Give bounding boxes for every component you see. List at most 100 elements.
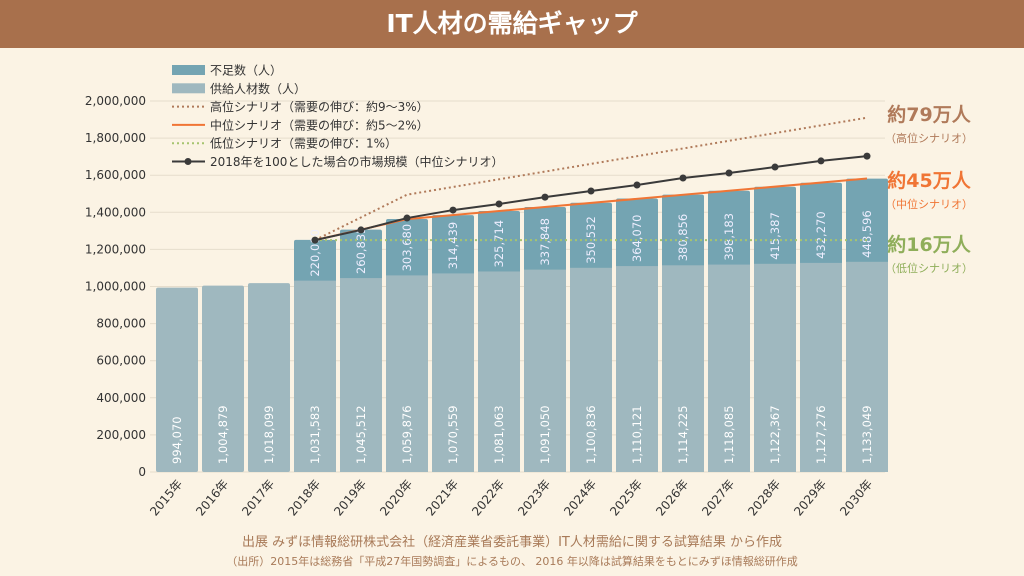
y-tick-label: 1,600,000 — [85, 168, 146, 182]
y-tick-label: 0 — [138, 465, 146, 479]
x-tick-label: 2021年 — [423, 477, 461, 518]
x-tick-label: 2028年 — [745, 477, 783, 518]
x-tick-label: 2029年 — [791, 477, 829, 518]
legend-label: 高位シナリオ（需要の伸び：約9〜3%） — [210, 99, 429, 114]
bar-label-shortage: 398,183 — [722, 213, 736, 261]
annotation-high: 約79万人 （高位シナリオ） — [885, 104, 973, 145]
legend-swatch — [172, 83, 205, 94]
bar-supply — [754, 263, 796, 472]
bar-shortage — [662, 194, 704, 269]
bar-label-shortage: 260,835 — [354, 226, 368, 274]
page-title: IT人材の需給ギャップ — [0, 0, 1024, 48]
legend-label: 低位シナリオ（需要の伸び：1%） — [210, 136, 397, 151]
bar-supply — [340, 278, 382, 472]
x-tick-label: 2017年 — [239, 477, 277, 518]
bar-label-shortage: 364,070 — [630, 215, 644, 263]
y-tick-label: 1,000,000 — [85, 280, 146, 294]
bar-shortage — [846, 178, 888, 265]
y-tick-label: 400,000 — [96, 391, 146, 405]
bar-shortage — [386, 219, 428, 279]
series-marker — [403, 214, 411, 222]
series-marker — [863, 152, 871, 160]
bar-supply — [386, 275, 428, 472]
bar-shortage — [754, 186, 796, 267]
x-tick-label: 2022年 — [469, 477, 507, 518]
bar-label-supply: 1,045,512 — [354, 405, 368, 464]
x-tick-label: 2023年 — [515, 477, 553, 518]
bar-shortage — [478, 211, 520, 275]
x-tick-label: 2018年 — [285, 477, 323, 518]
bar-label-supply: 1,133,049 — [860, 405, 874, 464]
bar-label-supply: 1,110,121 — [630, 405, 644, 464]
bar-supply — [202, 285, 244, 472]
bar-label-shortage: 314,439 — [446, 222, 460, 270]
bar-shortage — [294, 239, 336, 284]
bar-supply — [846, 261, 888, 472]
series-marker — [311, 236, 319, 244]
bar-label-shortage: 432,270 — [814, 211, 828, 259]
bar-supply — [432, 273, 474, 472]
bar-supply — [524, 269, 566, 472]
legend-label: 中位シナリオ（需要の伸び：約5〜2%） — [210, 117, 429, 132]
x-tick-label: 2025年 — [607, 477, 645, 518]
bar-supply — [478, 271, 520, 472]
legend-label: 供給人材数（人） — [210, 81, 306, 96]
annotation-mid: 約45万人 （中位シナリオ） — [885, 170, 973, 211]
bar-label-supply: 1,091,050 — [538, 405, 552, 464]
x-tick-label: 2019年 — [331, 477, 369, 518]
bar-label-supply: 1,004,879 — [216, 405, 230, 464]
series-marker — [449, 206, 457, 214]
bar-shortage — [570, 202, 612, 271]
series-marker — [725, 169, 733, 177]
series-marker — [541, 193, 549, 201]
series-marker — [495, 200, 503, 208]
bar-supply — [662, 265, 704, 472]
bar-label-supply: 1,081,063 — [492, 405, 506, 464]
bar-supply — [248, 283, 290, 472]
bar-supply — [294, 280, 336, 472]
bar-supply — [708, 264, 750, 472]
bar-label-supply: 1,018,099 — [262, 405, 276, 464]
legend-swatch — [172, 65, 205, 75]
note-text: （出所）2015年は総務省「平成27年国勢調査」によるもの、 2016 年以降は… — [226, 555, 798, 568]
x-tick-label: 2020年 — [377, 477, 415, 518]
bar-label-shortage: 220,000 — [308, 229, 322, 277]
series-marker — [817, 157, 825, 165]
legend-label: 2018年を100とした場合の市場規模（中位シナリオ） — [210, 154, 503, 169]
bar-label-shortage: 415,387 — [768, 212, 782, 260]
x-tick-label: 2016年 — [193, 477, 231, 518]
series-marker — [771, 163, 779, 171]
bar-label-shortage: 325,714 — [492, 220, 506, 268]
y-tick-label: 1,800,000 — [85, 131, 146, 145]
bar-label-supply: 1,031,583 — [308, 405, 322, 464]
bar-supply — [616, 266, 658, 472]
bar-label-shortage: 380,856 — [676, 214, 690, 262]
series-marker — [633, 181, 641, 189]
bar-shortage — [708, 190, 750, 268]
bar-shortage — [340, 229, 382, 282]
bar-label-supply: 1,118,085 — [722, 405, 736, 464]
bar-shortage — [800, 182, 842, 266]
bar-label-shortage: 448,596 — [860, 210, 874, 258]
bar-shortage — [616, 198, 658, 270]
bar-label-supply: 1,114,225 — [676, 405, 690, 464]
bar-supply — [570, 267, 612, 472]
y-tick-label: 200,000 — [96, 428, 146, 442]
bar-label-supply: 1,122,367 — [768, 405, 782, 464]
bar-supply — [800, 262, 842, 472]
y-tick-label: 2,000,000 — [85, 94, 146, 108]
y-tick-label: 600,000 — [96, 354, 146, 368]
y-tick-label: 800,000 — [96, 317, 146, 331]
series-marker — [587, 187, 595, 195]
bar-label-shortage: 303,680 — [400, 224, 414, 272]
y-tick-label: 1,200,000 — [85, 242, 146, 256]
x-tick-label: 2024年 — [561, 477, 599, 518]
legend-label: 不足数（人） — [210, 63, 282, 78]
source-text: 出展 みずほ情報総研株式会社（経済産業省委託事業）IT人材需給に関する試算結果 … — [241, 535, 783, 550]
bar-label-supply: 994,070 — [170, 416, 184, 464]
bar-label-shortage: 337,848 — [538, 218, 552, 266]
annotation-low: 約16万人 （低位シナリオ） — [885, 234, 973, 275]
chart: 0 200,000 400,000 600,000 800,000 1,000,000 1,… — [85, 63, 888, 518]
bar-label-supply: 1,100,836 — [584, 405, 598, 464]
series-marker — [679, 174, 687, 182]
